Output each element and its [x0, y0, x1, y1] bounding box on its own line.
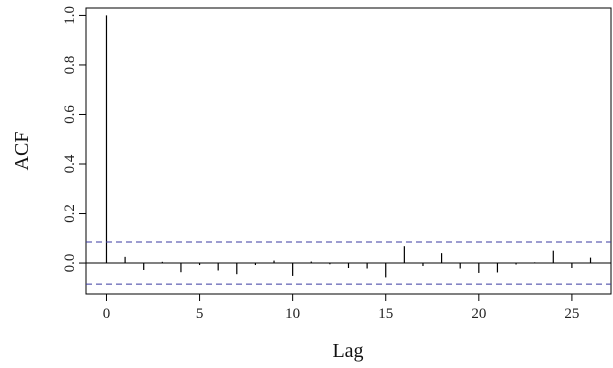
- y-tick-label: 1.0: [62, 6, 78, 25]
- x-tick-label: 25: [564, 306, 579, 322]
- y-axis-label: ACF: [11, 132, 33, 171]
- y-tick-label: 0.6: [62, 105, 78, 124]
- y-tick-label: 0.2: [62, 204, 78, 223]
- y-tick-label: 0.0: [62, 254, 78, 273]
- y-tick-label: 0.4: [62, 154, 78, 173]
- x-tick-label: 0: [103, 306, 111, 322]
- acf-bars: [105, 15, 592, 278]
- plot-frame: [85, 7, 612, 295]
- x-tick-label: 5: [196, 306, 204, 322]
- x-axis-label: Lag: [332, 340, 363, 362]
- x-tick-label: 10: [285, 306, 300, 322]
- y-tick-label: 0.8: [62, 56, 78, 75]
- x-axis: 0 5 10 15 20 25: [103, 294, 579, 322]
- y-axis: 0.0 0.2 0.4 0.6 0.8 1.0: [62, 6, 86, 272]
- x-tick-label: 15: [378, 306, 393, 322]
- x-tick-label: 20: [471, 306, 486, 322]
